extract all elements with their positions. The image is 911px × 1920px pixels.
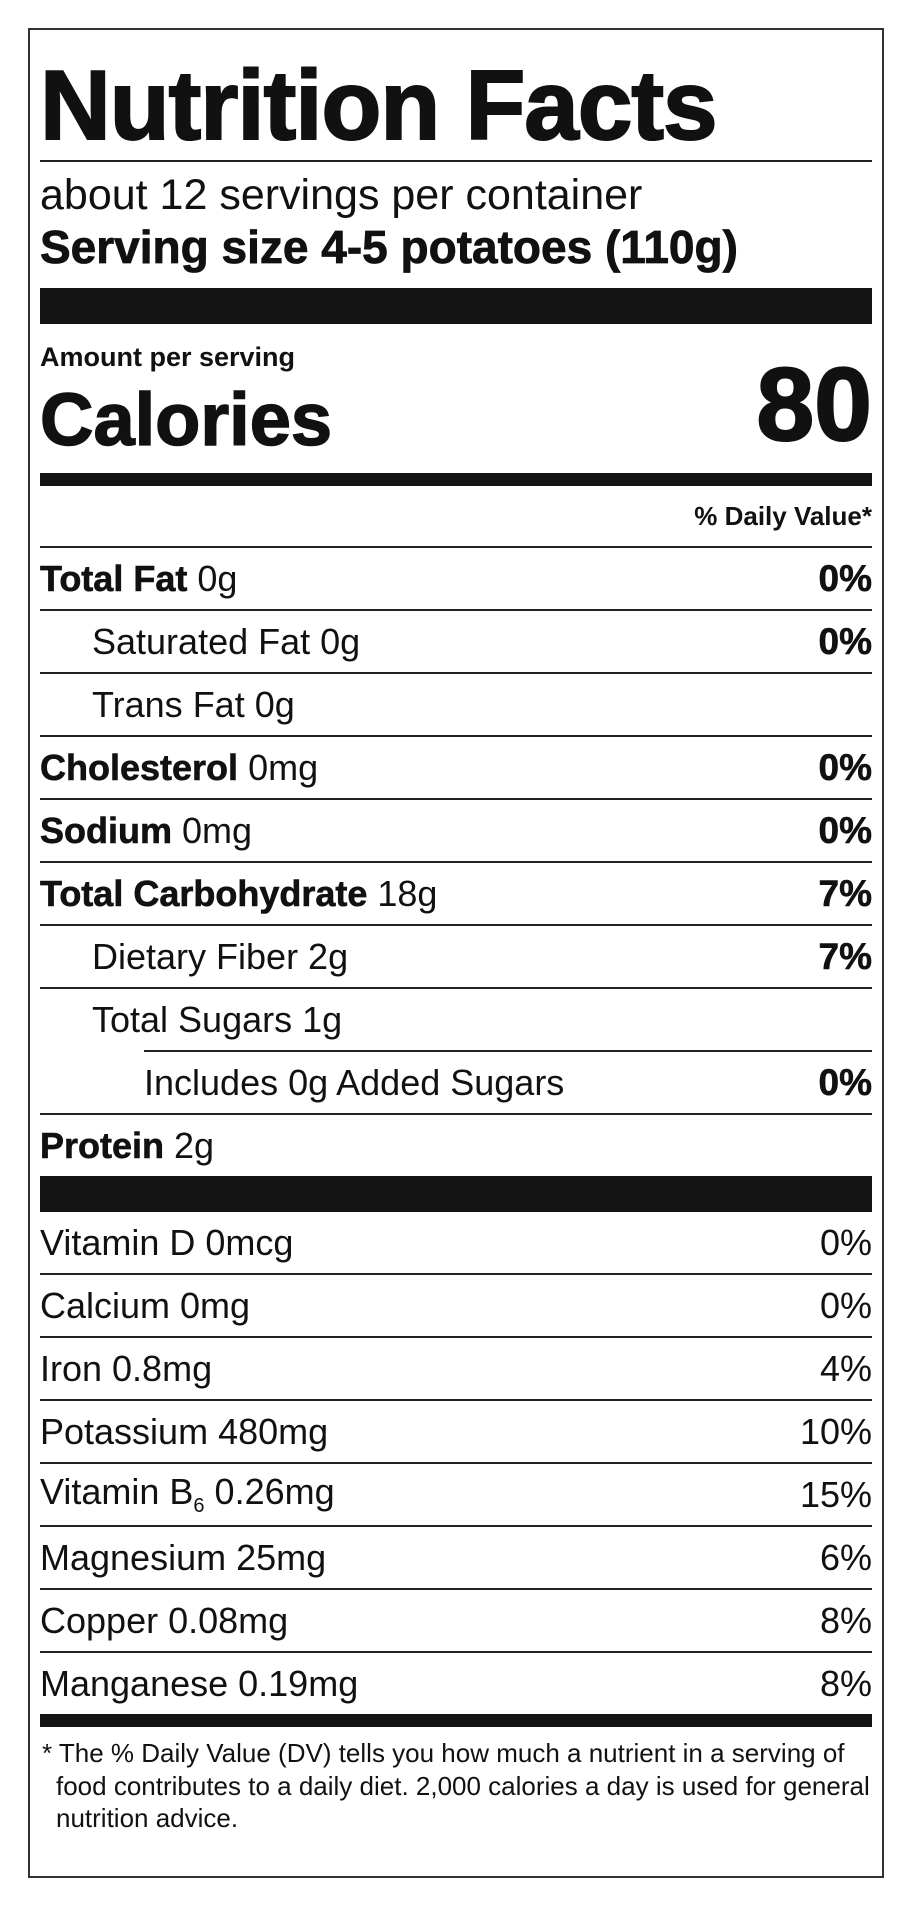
vitamin-dv: 0% [819, 1284, 872, 1326]
nutrient-row-saturated-fat: Saturated Fat 0g 0% [40, 611, 872, 675]
vitamin-name: Iron 0.8mg [40, 1347, 213, 1389]
nutrient-dv: 0% [818, 809, 872, 851]
vitamin-row-iron: Iron 0.8mg 4% [40, 1338, 872, 1402]
label-title: Nutrition Facts [39, 50, 718, 160]
vitamin-dv: 8% [819, 1599, 872, 1641]
nutrient-name: Total Sugars 1g [92, 998, 343, 1040]
calories-row: Calories 80 [39, 352, 873, 462]
nutrient-name: Dietary Fiber 2g [92, 935, 349, 977]
vitamin-row-manganese: Manganese 0.19mg 8% [40, 1653, 872, 1714]
nutrient-name: Cholesterol [40, 746, 239, 788]
nutrient-name: Saturated Fat 0g [92, 620, 361, 662]
vitamin-name: Copper 0.08mg [40, 1599, 289, 1641]
nutrient-dv: 0% [818, 557, 872, 599]
thick-divider [40, 1176, 872, 1213]
medium-divider [40, 473, 872, 487]
nutrient-dv: 7% [818, 872, 872, 914]
nutrition-facts-label: Nutrition Facts about 12 servings per co… [28, 28, 884, 1878]
divider [144, 1050, 872, 1053]
vitamin-name-prefix: Vitamin B [40, 1471, 194, 1513]
nutrient-dv: 0% [818, 746, 872, 788]
nutrient-name: Includes 0g Added Sugars [144, 1061, 565, 1103]
vitamin-name: Vitamin B6 0.26mg [40, 1471, 335, 1518]
servings-per-container: about 12 servings per container [40, 171, 643, 219]
nutrient-amount: 0g [197, 557, 238, 599]
vitamin-name: Calcium 0mg [40, 1284, 251, 1326]
vitamin-row-potassium: Potassium 480mg 10% [40, 1401, 872, 1465]
nutrient-amount: 18g [377, 872, 438, 914]
nutrient-row-added-sugars: Includes 0g Added Sugars 0% [40, 1052, 872, 1116]
nutrient-row-trans-fat: Trans Fat 0g [40, 674, 872, 738]
nutrient-amount: 2g [174, 1124, 215, 1166]
vitamin-row-copper: Copper 0.08mg 8% [40, 1590, 872, 1654]
vitamin-name: Magnesium 25mg [40, 1536, 327, 1578]
vitamin-name: Manganese 0.19mg [40, 1662, 359, 1704]
nutrient-dv: 7% [818, 935, 872, 977]
nutrient-row-protein: Protein 2g [40, 1115, 872, 1176]
nutrient-name: Total Fat [40, 557, 188, 599]
nutrient-row-total-fat: Total Fat 0g 0% [40, 548, 872, 612]
nutrient-name: Trans Fat 0g [92, 683, 295, 725]
nutrient-dv: 0% [818, 620, 872, 662]
vitamin-name: Potassium 480mg [40, 1410, 329, 1452]
nutrient-row-total-sugars: Total Sugars 1g [40, 989, 872, 1050]
calories-label: Calories [39, 378, 333, 462]
vitamin-dv: 0% [819, 1221, 872, 1263]
medium-divider [40, 1714, 872, 1728]
nutrient-row-sodium: Sodium 0mg 0% [40, 800, 872, 864]
vitamin-name: Vitamin D 0mcg [40, 1221, 294, 1263]
vitamin-amount: 0.26mg [214, 1471, 335, 1513]
vitamin-row-calcium: Calcium 0mg 0% [40, 1275, 872, 1339]
nutrient-amount: 0mg [248, 746, 319, 788]
nutrient-name: Sodium [40, 809, 173, 851]
nutrient-dv: 0% [818, 1061, 872, 1103]
vitamin-dv: 10% [799, 1410, 872, 1452]
daily-value-footnote: * The % Daily Value (DV) tells you how m… [42, 1738, 870, 1834]
nutrient-name: Protein [40, 1124, 165, 1166]
nutrient-row-cholesterol: Cholesterol 0mg 0% [40, 737, 872, 801]
vitamin-row-vitamin-b6: Vitamin B6 0.26mg 15% [40, 1464, 872, 1528]
nutrient-name: Total Carbohydrate [40, 872, 368, 914]
thick-divider [40, 288, 872, 325]
calories-value: 80 [755, 347, 873, 464]
nutrient-amount: 0mg [182, 809, 253, 851]
vitamin-row-vitamin-d: Vitamin D 0mcg 0% [40, 1212, 872, 1276]
vitamin-dv: 4% [819, 1347, 872, 1389]
vitamin-row-magnesium: Magnesium 25mg 6% [40, 1527, 872, 1591]
vitamin-dv: 8% [819, 1662, 872, 1704]
nutrient-row-total-carbohydrate: Total Carbohydrate 18g 7% [40, 863, 872, 927]
amount-per-serving: Amount per serving [40, 342, 296, 373]
vitamin-dv: 6% [819, 1536, 872, 1578]
divider [40, 160, 872, 162]
serving-size: Serving size 4-5 potatoes (110g) [40, 221, 739, 274]
nutrient-row-dietary-fiber: Dietary Fiber 2g 7% [40, 926, 872, 990]
vitamin-subscript: 6 [193, 1495, 205, 1518]
vitamin-dv: 15% [799, 1473, 872, 1515]
daily-value-header: % Daily Value* [40, 486, 872, 549]
